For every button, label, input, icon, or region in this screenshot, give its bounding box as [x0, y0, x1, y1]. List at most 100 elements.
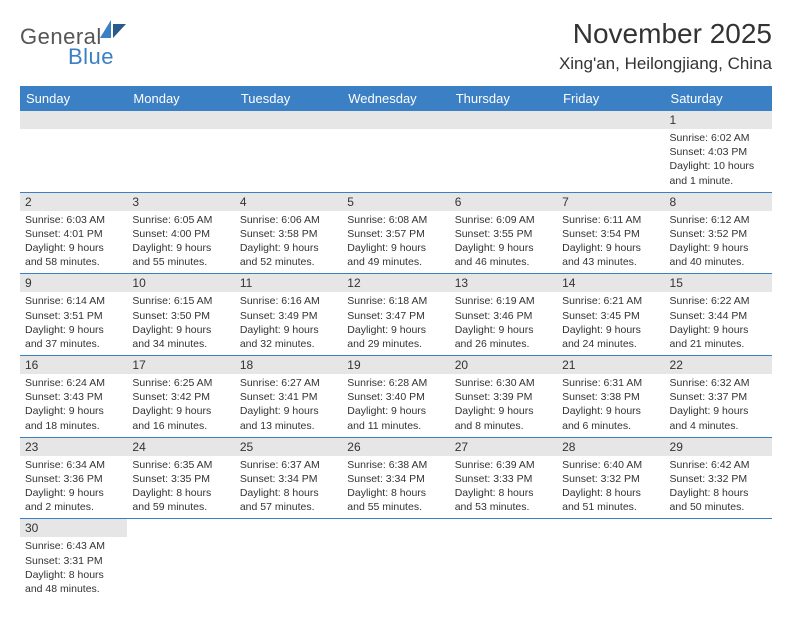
day-number: [450, 519, 557, 537]
day-details: [557, 129, 664, 135]
calendar-week: 30Sunrise: 6:43 AMSunset: 3:31 PMDayligh…: [20, 519, 772, 600]
day-details: [665, 537, 772, 543]
daylight-text: Daylight: 8 hours and 53 minutes.: [455, 486, 552, 514]
calendar-cell: [127, 111, 234, 192]
day-details: [127, 129, 234, 135]
sunset-text: Sunset: 3:41 PM: [240, 390, 337, 404]
sunrise-text: Sunrise: 6:09 AM: [455, 213, 552, 227]
day-number: 14: [557, 274, 664, 292]
daylight-text: Daylight: 10 hours and 1 minute.: [670, 159, 767, 187]
sunset-text: Sunset: 3:47 PM: [347, 309, 444, 323]
day-number: 1: [665, 111, 772, 129]
calendar-cell: 20Sunrise: 6:30 AMSunset: 3:39 PMDayligh…: [450, 356, 557, 438]
calendar-cell: 24Sunrise: 6:35 AMSunset: 3:35 PMDayligh…: [127, 437, 234, 519]
sunset-text: Sunset: 3:52 PM: [670, 227, 767, 241]
daylight-text: Daylight: 9 hours and 34 minutes.: [132, 323, 229, 351]
sunrise-text: Sunrise: 6:14 AM: [25, 294, 122, 308]
daylight-text: Daylight: 9 hours and 13 minutes.: [240, 404, 337, 432]
day-number: 6: [450, 193, 557, 211]
sunset-text: Sunset: 3:40 PM: [347, 390, 444, 404]
calendar-cell: [450, 111, 557, 192]
sunrise-text: Sunrise: 6:12 AM: [670, 213, 767, 227]
sunset-text: Sunset: 3:46 PM: [455, 309, 552, 323]
sail-icon: [100, 20, 128, 45]
day-number: [557, 111, 664, 129]
day-details: Sunrise: 6:06 AMSunset: 3:58 PMDaylight:…: [235, 211, 342, 274]
sunset-text: Sunset: 3:37 PM: [670, 390, 767, 404]
day-number: 16: [20, 356, 127, 374]
calendar-cell: 9Sunrise: 6:14 AMSunset: 3:51 PMDaylight…: [20, 274, 127, 356]
sunrise-text: Sunrise: 6:32 AM: [670, 376, 767, 390]
day-number: [342, 519, 449, 537]
sunrise-text: Sunrise: 6:37 AM: [240, 458, 337, 472]
sunrise-text: Sunrise: 6:06 AM: [240, 213, 337, 227]
day-number: 29: [665, 438, 772, 456]
day-details: [235, 537, 342, 543]
day-number: [235, 519, 342, 537]
sunrise-text: Sunrise: 6:02 AM: [670, 131, 767, 145]
daylight-text: Daylight: 9 hours and 37 minutes.: [25, 323, 122, 351]
calendar-body: 1Sunrise: 6:02 AMSunset: 4:03 PMDaylight…: [20, 111, 772, 600]
calendar-cell: 30Sunrise: 6:43 AMSunset: 3:31 PMDayligh…: [20, 519, 127, 600]
sunrise-text: Sunrise: 6:08 AM: [347, 213, 444, 227]
calendar-cell: 6Sunrise: 6:09 AMSunset: 3:55 PMDaylight…: [450, 192, 557, 274]
calendar-cell: [20, 111, 127, 192]
calendar-cell: 21Sunrise: 6:31 AMSunset: 3:38 PMDayligh…: [557, 356, 664, 438]
day-details: Sunrise: 6:25 AMSunset: 3:42 PMDaylight:…: [127, 374, 234, 437]
day-number: 25: [235, 438, 342, 456]
calendar-cell: [557, 519, 664, 600]
day-number: 10: [127, 274, 234, 292]
day-number: [450, 111, 557, 129]
calendar-cell: 15Sunrise: 6:22 AMSunset: 3:44 PMDayligh…: [665, 274, 772, 356]
day-number: 30: [20, 519, 127, 537]
sunset-text: Sunset: 3:34 PM: [347, 472, 444, 486]
weekday-header: Wednesday: [342, 86, 449, 111]
calendar-cell: 17Sunrise: 6:25 AMSunset: 3:42 PMDayligh…: [127, 356, 234, 438]
calendar-cell: 16Sunrise: 6:24 AMSunset: 3:43 PMDayligh…: [20, 356, 127, 438]
day-number: [20, 111, 127, 129]
calendar-cell: 2Sunrise: 6:03 AMSunset: 4:01 PMDaylight…: [20, 192, 127, 274]
sunrise-text: Sunrise: 6:40 AM: [562, 458, 659, 472]
calendar-cell: 13Sunrise: 6:19 AMSunset: 3:46 PMDayligh…: [450, 274, 557, 356]
sunrise-text: Sunrise: 6:21 AM: [562, 294, 659, 308]
calendar-cell: 25Sunrise: 6:37 AMSunset: 3:34 PMDayligh…: [235, 437, 342, 519]
day-number: 15: [665, 274, 772, 292]
sunrise-text: Sunrise: 6:16 AM: [240, 294, 337, 308]
page: GeneralBlue November 2025 Xing'an, Heilo…: [0, 0, 792, 618]
header: GeneralBlue November 2025 Xing'an, Heilo…: [20, 18, 772, 74]
daylight-text: Daylight: 9 hours and 29 minutes.: [347, 323, 444, 351]
calendar-cell: [557, 111, 664, 192]
calendar-cell: 14Sunrise: 6:21 AMSunset: 3:45 PMDayligh…: [557, 274, 664, 356]
day-details: Sunrise: 6:02 AMSunset: 4:03 PMDaylight:…: [665, 129, 772, 192]
day-number: [342, 111, 449, 129]
day-number: 19: [342, 356, 449, 374]
sunset-text: Sunset: 4:03 PM: [670, 145, 767, 159]
calendar-cell: 19Sunrise: 6:28 AMSunset: 3:40 PMDayligh…: [342, 356, 449, 438]
weekday-header: Saturday: [665, 86, 772, 111]
sunrise-text: Sunrise: 6:38 AM: [347, 458, 444, 472]
daylight-text: Daylight: 9 hours and 4 minutes.: [670, 404, 767, 432]
daylight-text: Daylight: 9 hours and 16 minutes.: [132, 404, 229, 432]
calendar-cell: 5Sunrise: 6:08 AMSunset: 3:57 PMDaylight…: [342, 192, 449, 274]
day-details: Sunrise: 6:40 AMSunset: 3:32 PMDaylight:…: [557, 456, 664, 519]
daylight-text: Daylight: 9 hours and 11 minutes.: [347, 404, 444, 432]
day-details: [557, 537, 664, 543]
weekday-header: Tuesday: [235, 86, 342, 111]
sunset-text: Sunset: 3:42 PM: [132, 390, 229, 404]
day-number: 13: [450, 274, 557, 292]
sunrise-text: Sunrise: 6:30 AM: [455, 376, 552, 390]
calendar-cell: [235, 111, 342, 192]
day-details: Sunrise: 6:15 AMSunset: 3:50 PMDaylight:…: [127, 292, 234, 355]
location: Xing'an, Heilongjiang, China: [559, 54, 772, 74]
sunrise-text: Sunrise: 6:24 AM: [25, 376, 122, 390]
day-number: [665, 519, 772, 537]
daylight-text: Daylight: 9 hours and 18 minutes.: [25, 404, 122, 432]
day-details: [342, 129, 449, 135]
day-details: Sunrise: 6:18 AMSunset: 3:47 PMDaylight:…: [342, 292, 449, 355]
day-details: Sunrise: 6:11 AMSunset: 3:54 PMDaylight:…: [557, 211, 664, 274]
sunset-text: Sunset: 3:38 PM: [562, 390, 659, 404]
day-details: [20, 129, 127, 135]
title-block: November 2025 Xing'an, Heilongjiang, Chi…: [559, 18, 772, 74]
daylight-text: Daylight: 9 hours and 26 minutes.: [455, 323, 552, 351]
day-details: Sunrise: 6:09 AMSunset: 3:55 PMDaylight:…: [450, 211, 557, 274]
